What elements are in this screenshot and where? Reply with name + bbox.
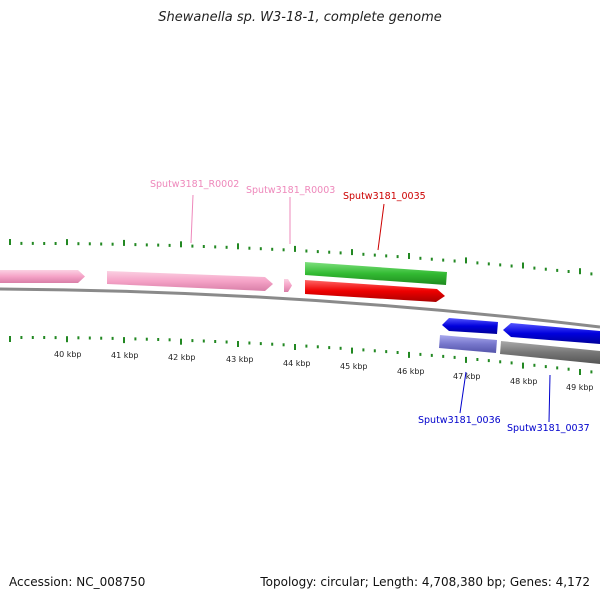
scale-label-42kbp: 42 kbp bbox=[168, 353, 196, 362]
leader-R0002 bbox=[190, 194, 194, 244]
scale-label-47kbp: 47 kbp bbox=[453, 372, 481, 381]
forward-strand-genes bbox=[0, 262, 447, 302]
rna-gene-left[interactable] bbox=[0, 270, 85, 283]
gene-label-R0002[interactable]: Sputw3181_R0002 bbox=[150, 179, 239, 190]
scale-label-40kbp: 40 kbp bbox=[54, 350, 82, 359]
rna-gene-R0003[interactable] bbox=[284, 279, 292, 292]
reverse-strand-genes bbox=[439, 318, 600, 364]
scale-labels: 40 kbp 41 kbp 42 kbp 43 kbp 44 kbp 45 kb… bbox=[54, 350, 594, 392]
scale-label-43kbp: 43 kbp bbox=[226, 355, 254, 364]
gene-label-0036[interactable]: Sputw3181_0036 bbox=[418, 415, 501, 426]
map-title: Shewanella sp. W3-18-1, complete genome bbox=[158, 10, 442, 25]
gene-Sputw3181_0037-gray[interactable] bbox=[500, 341, 600, 364]
scale-label-44kbp: 44 kbp bbox=[283, 359, 311, 368]
gene-label-0035[interactable]: Sputw3181_0035 bbox=[343, 191, 426, 202]
scale-label-45kbp: 45 kbp bbox=[340, 362, 368, 371]
gene-Sputw3181_0036-blue[interactable] bbox=[442, 318, 498, 334]
topology-text: Topology: circular; Length: 4,708,380 bp… bbox=[260, 575, 590, 589]
inner-tick-row bbox=[9, 336, 593, 375]
label-leaders bbox=[190, 194, 551, 423]
gene-label-0037[interactable]: Sputw3181_0037 bbox=[507, 423, 590, 434]
scale-label-41kbp: 41 kbp bbox=[111, 351, 139, 360]
gene-labels: Sputw3181_R0002 Sputw3181_R0003 Sputw318… bbox=[150, 179, 590, 434]
gene-label-R0003[interactable]: Sputw3181_R0003 bbox=[246, 185, 335, 196]
outer-tick-row bbox=[9, 239, 593, 276]
leader-0037 bbox=[548, 374, 551, 423]
scale-label-49kbp: 49 kbp bbox=[566, 383, 594, 392]
gene-Sputw3181_0035-red[interactable] bbox=[305, 280, 445, 302]
gene-Sputw3181_0036-lavender[interactable] bbox=[439, 335, 497, 353]
gene-Sputw3181_0035-green[interactable] bbox=[305, 262, 447, 285]
leader-0035 bbox=[377, 203, 385, 251]
accession-text: Accession: NC_008750 bbox=[9, 575, 146, 589]
genome-backbone bbox=[0, 287, 600, 329]
gene-Sputw3181_0037-blue[interactable] bbox=[503, 323, 600, 344]
scale-label-46kbp: 46 kbp bbox=[397, 367, 425, 376]
scale-label-48kbp: 48 kbp bbox=[510, 377, 538, 386]
rna-gene-R0002[interactable] bbox=[107, 271, 273, 291]
leader-0036 bbox=[459, 371, 467, 414]
